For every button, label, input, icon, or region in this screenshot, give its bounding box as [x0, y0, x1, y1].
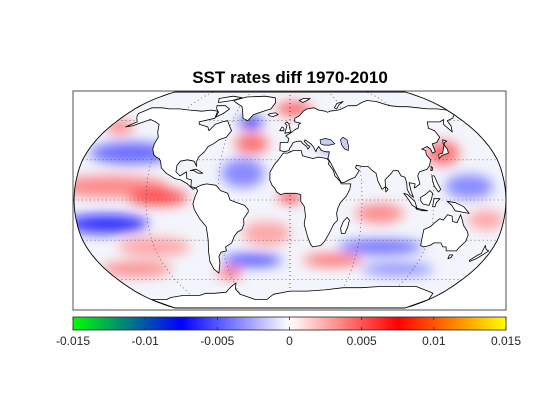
land-britain: [284, 121, 292, 134]
black-sea: [319, 138, 336, 146]
caspian-sea: [340, 136, 349, 151]
land-new-zealand: [469, 245, 490, 262]
graticule-meridian: [328, 92, 363, 308]
anomaly-region: [221, 158, 265, 188]
colorbar-tick-label: -0.005: [200, 334, 234, 348]
land-taiwan: [430, 166, 434, 171]
land-tasmania: [447, 254, 454, 260]
land-japan: [438, 139, 449, 159]
land-ireland: [279, 126, 285, 132]
land-baffin: [215, 105, 230, 118]
land-iceland: [267, 112, 279, 117]
colorbar-tick-label: 0.005: [347, 334, 377, 348]
colorbar-tick-label: -0.015: [56, 334, 90, 348]
land-sulawesi: [432, 198, 441, 208]
land-sri-lanka: [385, 186, 389, 193]
land-philippines: [431, 175, 442, 193]
anomaly-region: [128, 188, 189, 206]
colorbar-tick-label: 0.01: [422, 334, 446, 348]
landmass: [125, 95, 490, 308]
land-java: [415, 207, 428, 212]
anomaly-region: [361, 263, 434, 276]
map-title: SST rates diff 1970-2010: [192, 68, 388, 87]
anomaly-region: [278, 191, 302, 204]
anomaly-region: [242, 221, 291, 246]
land-antarctica: [150, 282, 434, 308]
land-ellesmere: [218, 95, 243, 103]
globe-outline: [73, 91, 507, 309]
anomaly-region: [89, 142, 174, 164]
land-greenland: [233, 95, 277, 122]
colorbar-tick-label: 0.015: [491, 334, 521, 348]
colorbar-ticks: -0.015 -0.01 -0.005 0 0.005 0.01 0.015: [56, 317, 521, 348]
anomaly-region: [118, 237, 191, 257]
land-svalbard: [298, 98, 311, 103]
land-novaya-zemlya: [333, 101, 344, 110]
land-australia: [420, 214, 469, 252]
anomaly-region: [239, 117, 263, 130]
land-north-america: [125, 107, 232, 190]
land-africa: [269, 150, 352, 248]
anomaly-region: [355, 203, 404, 223]
anomaly-region: [445, 174, 494, 199]
anomaly-region: [100, 262, 173, 277]
sst-anomaly-field: [74, 102, 504, 278]
colorbar-tick-label: -0.01: [131, 334, 159, 348]
land-new-guinea: [446, 200, 470, 214]
land-eurasia: [279, 100, 455, 198]
anomaly-region: [234, 134, 269, 154]
land-south-america: [192, 183, 249, 274]
colorbar: -0.015 -0.01 -0.005 0 0.005 0.01 0.015: [56, 316, 521, 348]
colorbar-tick-label: 0: [286, 334, 293, 348]
anomaly-region: [74, 214, 149, 234]
anomaly-region: [303, 254, 363, 267]
graticule-meridian: [145, 92, 214, 308]
land-cuba: [189, 168, 204, 174]
anomaly-region: [468, 210, 504, 230]
anomaly-region: [222, 254, 283, 267]
graticule-meridian: [366, 92, 435, 308]
land-madagascar: [340, 217, 350, 234]
anomaly-region: [338, 239, 423, 255]
globe: [73, 91, 507, 309]
land-borneo: [420, 190, 433, 206]
anomaly-region: [217, 268, 242, 278]
